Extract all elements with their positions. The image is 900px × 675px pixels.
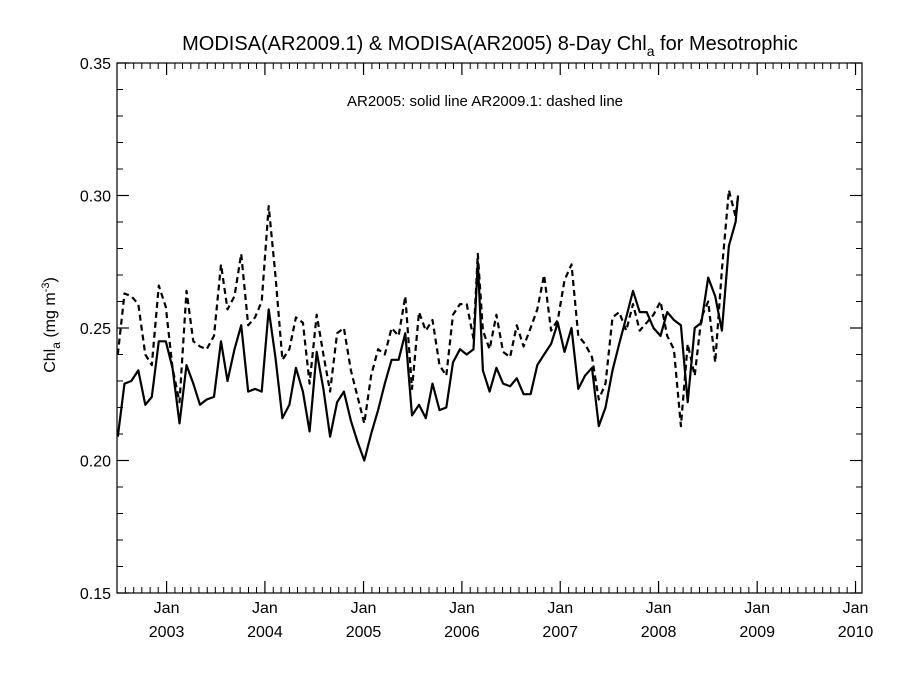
x-tick-label-month: Jan [843,600,869,617]
y-tick-label: 0.35 [80,56,111,73]
y-tick-label: 0.20 [80,454,111,471]
x-tick-label-year: 2006 [444,624,480,641]
y-axis-label-superscript: -3 [40,283,52,293]
y-axis: 0.15 0.20 0.25 0.30 0.35 [80,56,862,603]
plot-frame [116,62,863,594]
x-tick-label-month: Jan [252,600,278,617]
y-tick-label: 0.30 [80,189,111,206]
series-line-ar2005 [116,195,740,462]
chart-title-main: MODISA(AR2009.1) & MODISA(AR2005) 8-Day … [182,33,647,55]
x-axis: Jan 2003 Jan 2004 Jan 2005 Jan 2006 Jan 2007 Jan 20… [124,63,874,641]
y-axis-label-close: ) [42,277,59,282]
x-tick-label-year: 2009 [739,624,775,641]
series-layer [116,189,740,462]
y-axis-label-main: Chl [42,349,59,373]
x-tick-label-year: 2005 [346,624,382,641]
chart-title-tail: for Mesotrophic [655,33,798,55]
x-tick-label-year: 2007 [542,624,578,641]
y-tick-label: 0.25 [80,321,111,338]
x-tick-label-year: 2004 [247,624,283,641]
x-tick-label-month: Jan [449,600,475,617]
legend-annotation: AR2005: solid line AR2009.1: dashed line [347,93,623,110]
y-axis-label-unit: (mg m [42,292,59,342]
y-axis-label-subscript: a [49,342,63,349]
x-tick-label-year: 2003 [149,624,185,641]
x-tick-label-month: Jan [744,600,770,617]
y-tick-label: 0.15 [80,586,111,603]
chart-title: MODISA(AR2009.1) & MODISA(AR2005) 8-Day … [182,33,798,59]
x-tick-label-month: Jan [646,600,672,617]
y-axis-label: Chla (mg m-3) [40,277,63,373]
chart-title-subscript: a [647,43,655,59]
x-tick-label-month: Jan [154,600,180,617]
x-tick-label-month: Jan [547,600,573,617]
x-tick-label-month: Jan [351,600,377,617]
x-tick-label-year: 2010 [838,624,874,641]
series-line-ar2009-1 [116,189,740,428]
x-tick-label-year: 2008 [641,624,677,641]
